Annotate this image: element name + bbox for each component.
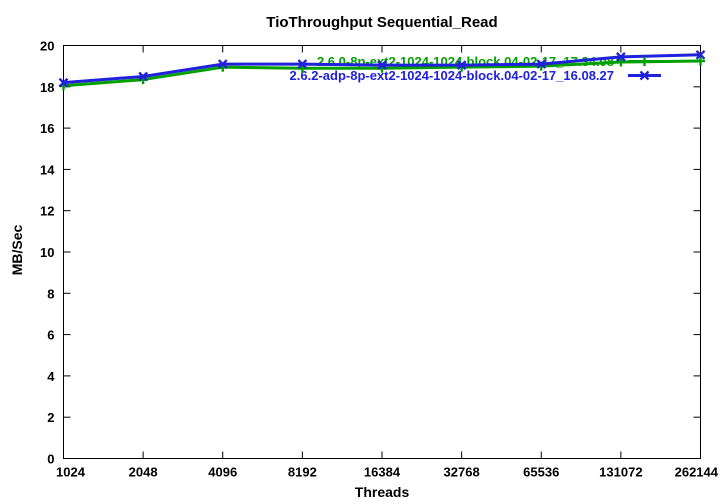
data-point-marker-series-2 <box>297 59 308 69</box>
x-tick-label: 65536 <box>523 465 559 480</box>
data-point-marker-series-2 <box>58 77 69 88</box>
y-axis-label: MB/Sec <box>9 225 25 276</box>
data-point-marker-series-2 <box>695 49 706 60</box>
x-tick-label: 2048 <box>129 465 158 480</box>
data-point-marker-series-2 <box>456 60 467 70</box>
x-tick-label: 1024 <box>56 465 86 480</box>
x-tick-label: 16384 <box>364 465 401 480</box>
y-tick-label: 0 <box>47 452 54 467</box>
y-tick-label: 2 <box>47 410 54 425</box>
x-tick-label: 8192 <box>288 465 317 480</box>
y-tick-label: 8 <box>47 286 54 301</box>
legend-sample-marker-series-1 <box>640 57 649 66</box>
legend-label-series-2: 2.6.2-adp-8p-ext2-1024-1024-block.04-02-… <box>290 68 614 83</box>
chart-title: TioThroughput Sequential_Read <box>266 14 497 31</box>
y-tick-label: 18 <box>40 80 54 95</box>
data-point-marker-series-1 <box>616 57 626 67</box>
y-tick-label: 16 <box>40 121 54 136</box>
y-tick-label: 12 <box>40 204 54 219</box>
y-tick-label: 6 <box>47 328 54 343</box>
x-tick-label: 131072 <box>599 465 642 480</box>
x-tick-label: 4096 <box>208 465 237 480</box>
data-point-marker-series-2 <box>138 71 148 82</box>
x-tick-label: 32768 <box>444 465 480 480</box>
y-tick-label: 14 <box>40 162 55 177</box>
plot-frame <box>63 45 701 459</box>
x-axis-label: Threads <box>355 484 410 500</box>
data-point-marker-series-2 <box>217 59 228 69</box>
data-point-marker-series-2 <box>536 59 547 69</box>
x-tick-label: 262144 <box>675 465 719 480</box>
y-tick-label: 20 <box>40 39 54 54</box>
data-point-marker-series-1 <box>696 56 705 66</box>
y-tick-label: 4 <box>47 369 55 384</box>
data-point-marker-series-2 <box>616 52 626 62</box>
data-point-marker-series-2 <box>377 60 387 70</box>
legend-sample-marker-series-2 <box>639 70 650 81</box>
y-tick-label: 10 <box>40 245 54 260</box>
